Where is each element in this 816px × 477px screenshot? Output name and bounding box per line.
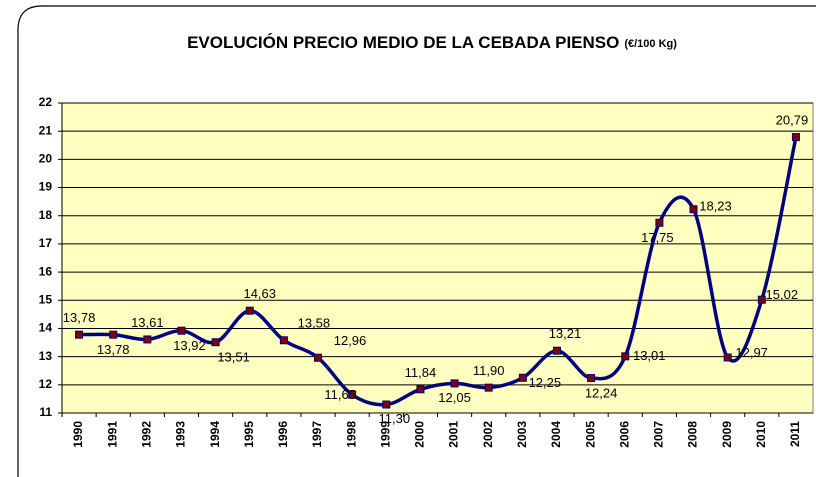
data-label: 13,78 [63,310,96,325]
y-tick-label: 11 [39,405,52,419]
data-label: 17,75 [641,230,674,245]
x-tick-label: 2011 [788,421,802,447]
y-tick-label: 15 [39,292,53,306]
y-tick-label: 19 [39,180,53,194]
data-point [450,379,459,388]
data-label: 12,25 [529,375,562,390]
data-label: 12,24 [585,385,618,400]
data-point [757,295,766,304]
x-tick-label: 2007 [652,421,666,448]
data-point [484,383,493,392]
y-tick-label: 18 [39,208,53,222]
x-tick-label: 1991 [105,421,119,448]
data-point [279,336,288,345]
data-label: 14,63 [243,286,276,301]
x-tick-label: 1997 [310,421,324,448]
data-point [211,338,220,347]
data-label: 13,01 [633,348,666,363]
data-point [177,326,186,335]
data-label: 12,05 [438,390,471,405]
x-tick-label: 2001 [447,421,461,448]
data-label: 18,23 [699,199,732,214]
data-point [655,218,664,227]
data-label: 11,65 [324,387,356,402]
data-label: 13,92 [173,338,206,353]
x-tick-label: 2008 [686,421,700,448]
data-label: 12,97 [735,345,768,360]
data-label: 15,02 [766,287,799,302]
x-tick-label: 1996 [276,421,290,448]
y-tick-label: 22 [39,95,53,109]
line-series [79,136,798,407]
data-point [314,353,323,362]
data-point [416,385,425,394]
y-tick-label: 20 [39,152,53,166]
y-tick-label: 16 [39,264,53,278]
data-point [552,346,561,355]
data-point [109,330,118,339]
data-point [348,390,357,399]
data-point [587,374,596,383]
x-tick-label: 2005 [583,421,597,448]
data-label: 13,78 [97,342,130,357]
data-label: 11,84 [405,365,437,380]
plot-area [61,102,814,414]
x-tick-label: 2006 [617,421,631,448]
data-label: 13,61 [131,315,164,330]
y-tick-label: 17 [39,236,53,250]
data-point [75,330,84,339]
x-tick-label: 2004 [549,421,563,448]
x-tick-label: 2002 [481,421,495,448]
x-tick-label: 1993 [174,421,188,448]
x-tick-label: 1994 [208,421,222,448]
data-label: 13,51 [217,350,250,365]
y-tick-label: 13 [39,349,53,363]
y-tick-label: 14 [39,321,53,335]
x-tick-label: 1995 [242,421,256,448]
data-point [143,335,152,344]
data-point [245,306,254,315]
frame [17,5,816,477]
x-tick-label: 2003 [515,421,529,448]
x-tick-label: 2009 [720,421,734,448]
data-point [518,373,527,382]
x-tick-label: 1990 [71,421,85,448]
data-label: 20,79 [776,113,809,128]
data-point [621,352,630,361]
data-point [689,205,698,214]
x-tick-label: 1998 [344,421,358,448]
chart-title: EVOLUCIÓN PRECIO MEDIO DE LA CEBADA PIEN… [187,33,619,52]
data-label: 13,21 [549,326,582,341]
data-point [382,400,391,409]
x-tick-label: 2000 [413,421,427,448]
data-label: 12,96 [334,333,367,348]
data-label: 11,90 [473,363,505,378]
x-tick-label: 2010 [754,421,768,448]
data-label: 13,58 [298,316,331,331]
y-tick-label: 21 [39,123,53,137]
x-tick-label: 1992 [140,421,154,448]
data-label: 11,30 [379,411,411,426]
y-tick-label: 12 [39,377,53,391]
x-tick-label: 1999 [378,421,392,448]
chart-title-group: EVOLUCIÓN PRECIO MEDIO DE LA CEBADA PIEN… [187,33,677,52]
data-point [791,133,800,142]
data-point [723,353,732,362]
chart-subtitle: (€/100 Kg) [624,38,677,50]
